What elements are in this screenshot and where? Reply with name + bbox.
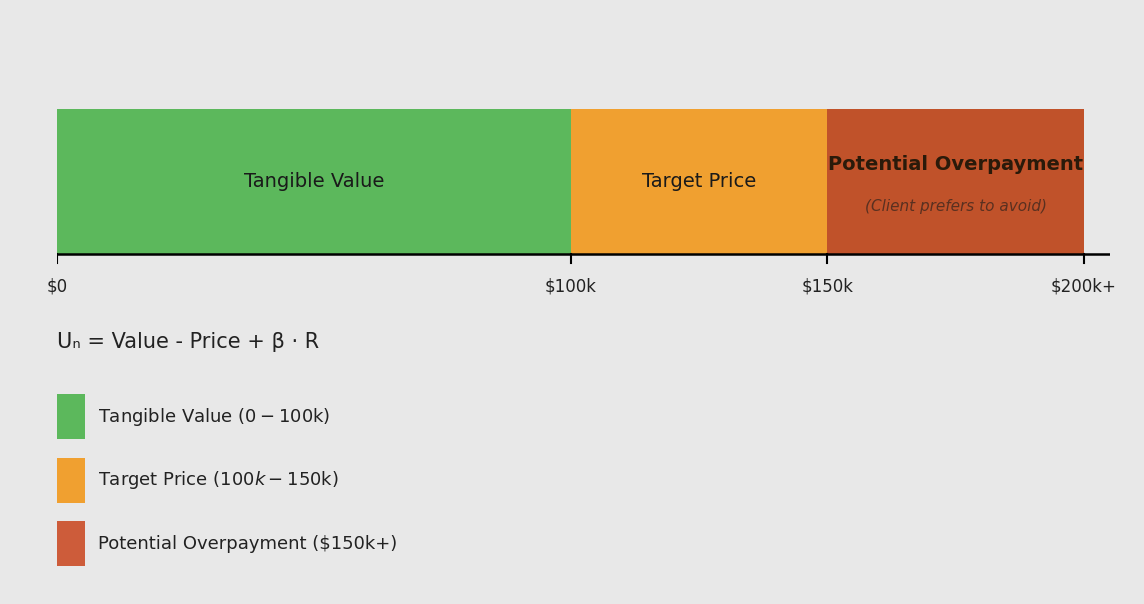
Text: Tangible Value: Tangible Value xyxy=(244,172,384,191)
Bar xyxy=(57,521,86,567)
Bar xyxy=(827,109,1085,254)
Bar xyxy=(57,109,571,254)
Text: $200k+: $200k+ xyxy=(1051,278,1117,296)
Text: Potential Overpayment ($150k+): Potential Overpayment ($150k+) xyxy=(98,535,397,553)
Bar xyxy=(57,458,86,503)
Text: Uₙ = Value - Price + β · R: Uₙ = Value - Price + β · R xyxy=(57,332,319,352)
Text: $100k: $100k xyxy=(545,278,597,296)
Text: Potential Overpayment: Potential Overpayment xyxy=(828,155,1083,174)
Bar xyxy=(571,109,827,254)
Text: Target Price: Target Price xyxy=(642,172,756,191)
Text: $0: $0 xyxy=(47,278,67,296)
Text: Tangible Value ($0 - $100k): Tangible Value ($0 - $100k) xyxy=(98,406,331,428)
Text: (Client prefers to avoid): (Client prefers to avoid) xyxy=(865,199,1047,214)
Text: $150k: $150k xyxy=(801,278,853,296)
Text: Target Price ($100k - $150k): Target Price ($100k - $150k) xyxy=(98,469,339,491)
Bar xyxy=(57,394,86,439)
